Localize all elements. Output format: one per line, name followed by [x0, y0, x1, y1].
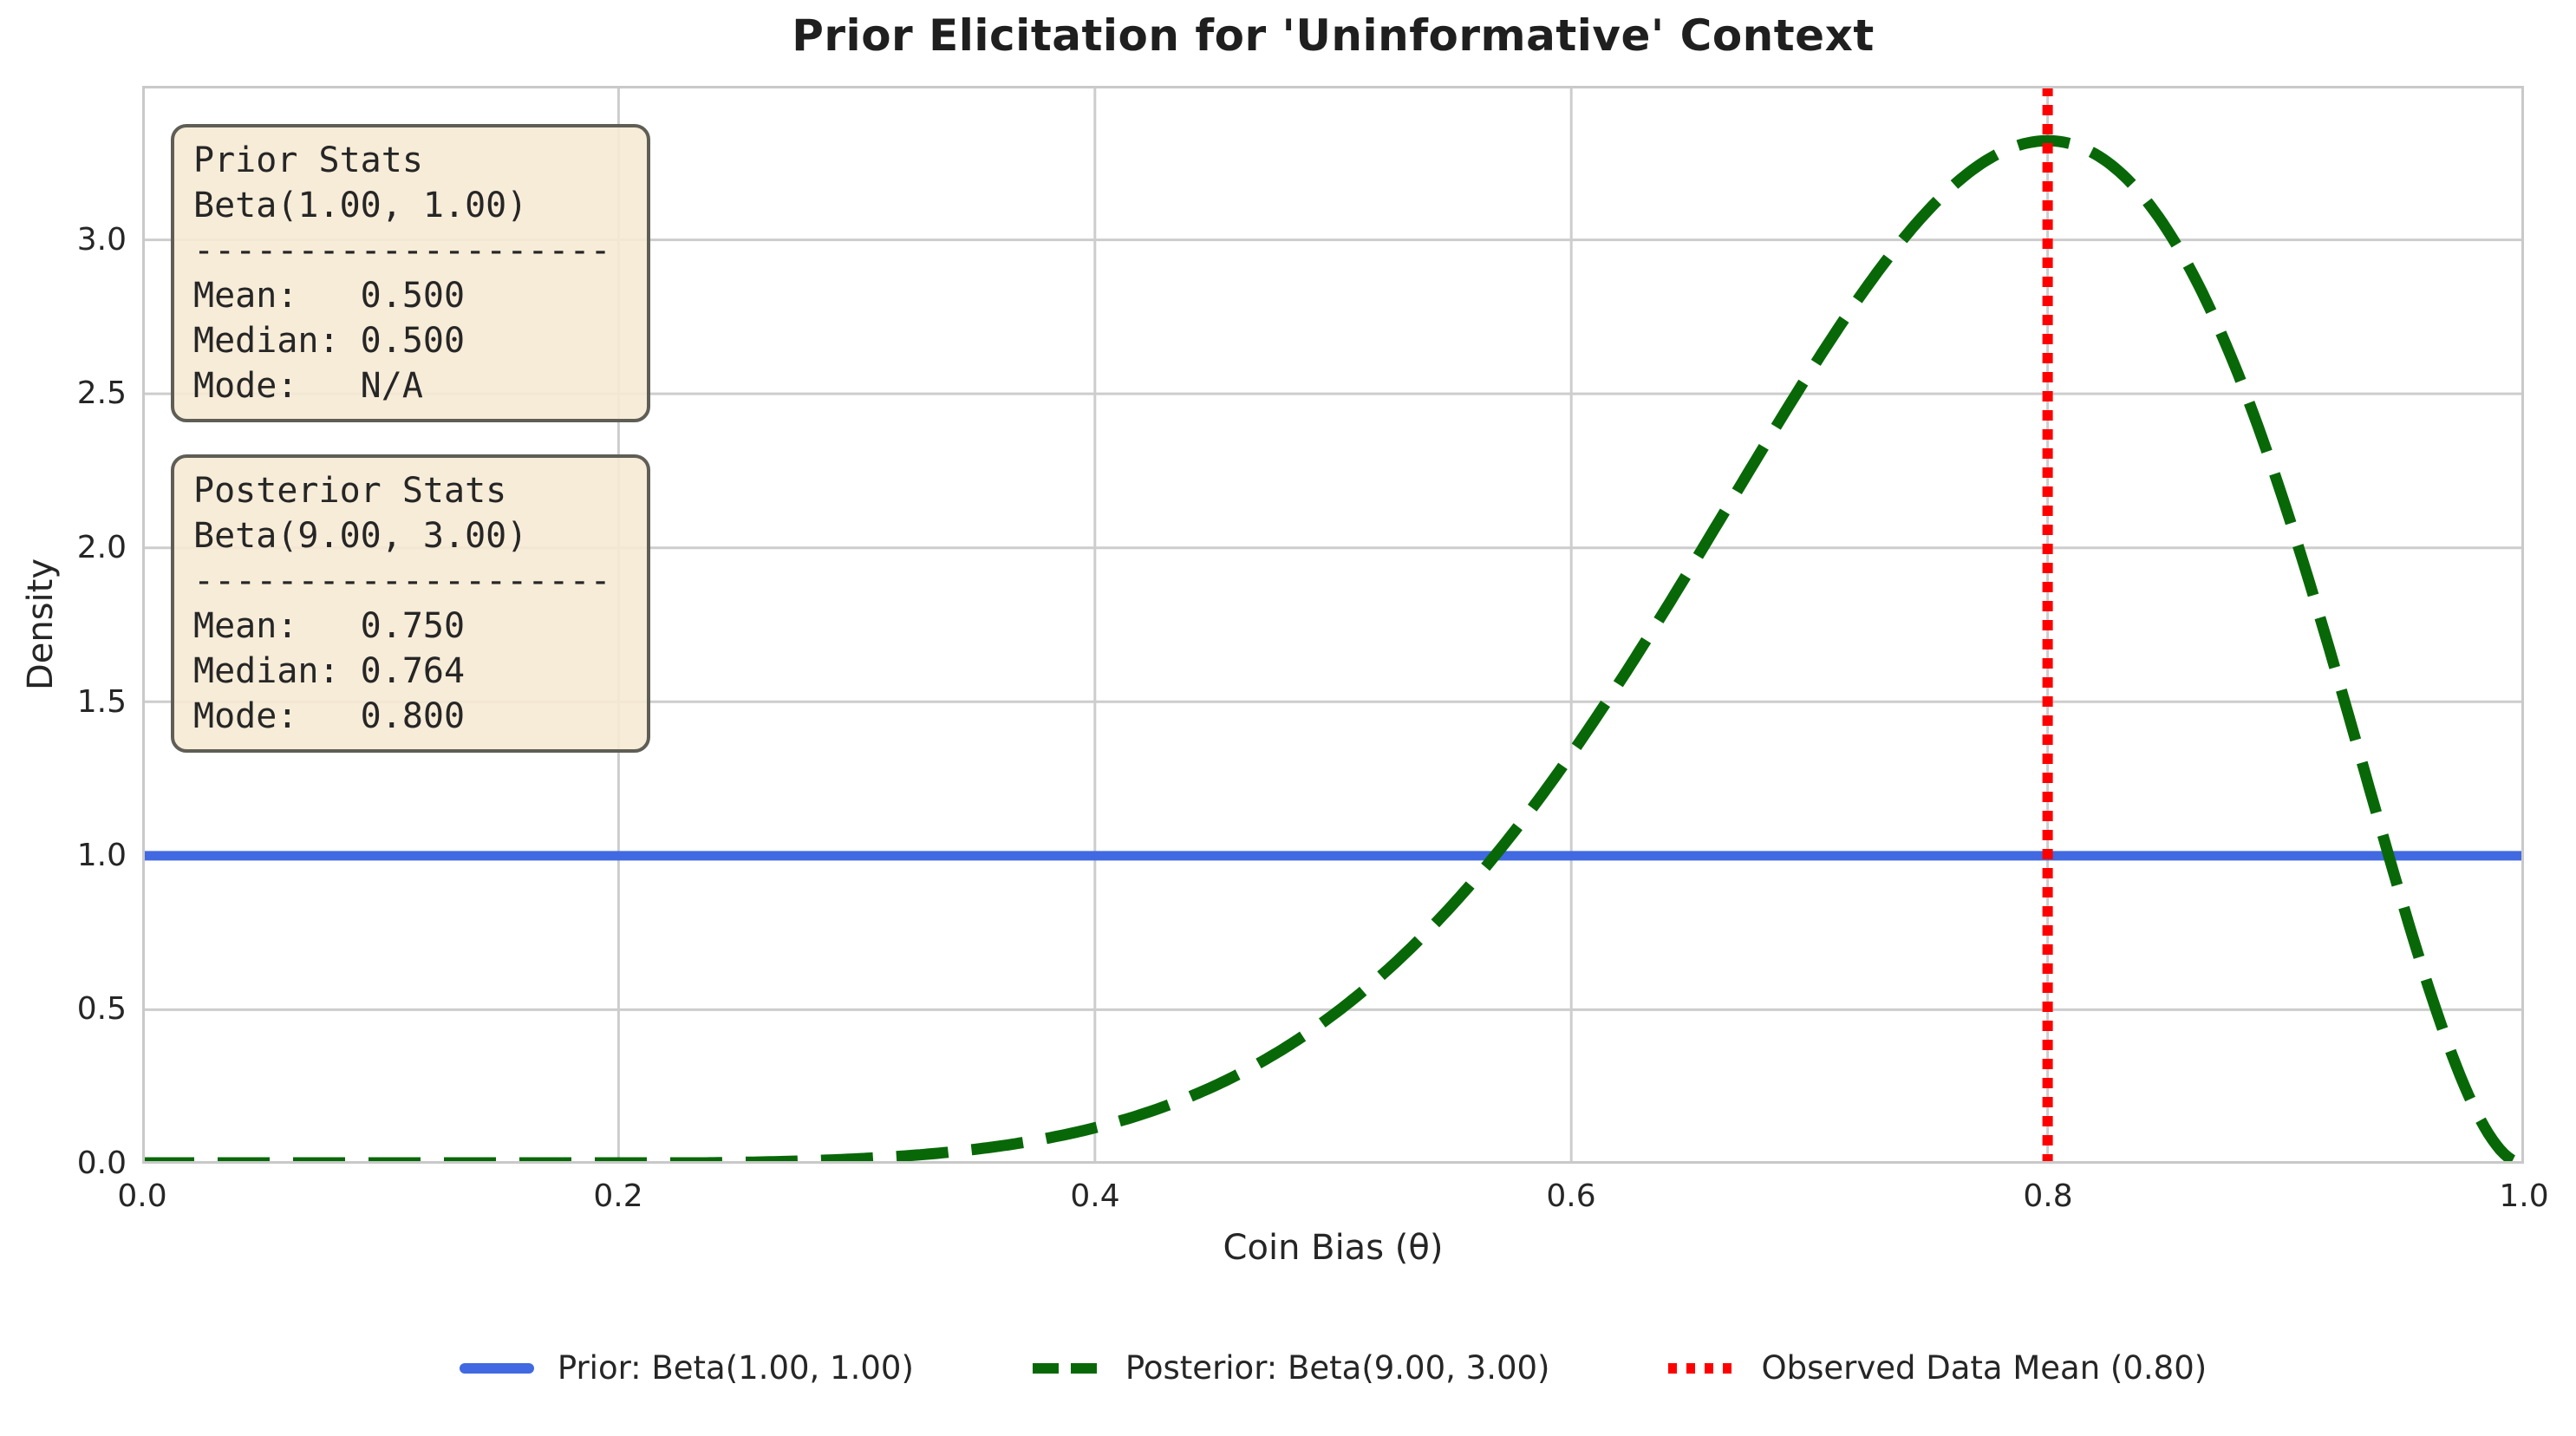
legend-label-observed-mean: Observed Data Mean (0.80)	[1761, 1349, 2208, 1387]
prior-stats-box: Prior Stats Beta(1.00, 1.00) -----------…	[171, 124, 650, 422]
prior-stats-dist: Beta(1.00, 1.00)	[193, 186, 528, 225]
prior-line-swatch-icon	[459, 1362, 534, 1374]
chart-title: Prior Elicitation for 'Uninformative' Co…	[792, 10, 1875, 61]
legend-item-observed-mean: Observed Data Mean (0.80)	[1662, 1349, 2207, 1387]
x-axis-label: Coin Bias (θ)	[1223, 1228, 1444, 1268]
legend-item-prior: Prior: Beta(1.00, 1.00)	[459, 1349, 914, 1387]
plot-area	[142, 86, 2524, 1164]
posterior-line-swatch-icon	[1032, 1362, 1097, 1374]
posterior-stats-dist: Beta(9.00, 3.00)	[193, 516, 528, 556]
x-tick-0.0: 0.0	[117, 1178, 167, 1214]
x-tick-1.0: 1.0	[2499, 1178, 2549, 1214]
y-tick-1.5: 1.5	[76, 684, 127, 720]
x-tick-0.4: 0.4	[1070, 1178, 1120, 1214]
prior-stats-separator: --------------------	[193, 231, 611, 271]
legend-item-posterior: Posterior: Beta(9.00, 3.00)	[1027, 1349, 1550, 1387]
observed-mean-line-swatch-icon	[1668, 1362, 1733, 1374]
posterior-stats-median: Median: 0.764	[193, 651, 466, 691]
posterior-stats-box: Posterior Stats Beta(9.00, 3.00) -------…	[171, 454, 650, 753]
x-tick-0.6: 0.6	[1546, 1178, 1596, 1214]
y-tick-3.0: 3.0	[76, 222, 127, 258]
x-tick-0.2: 0.2	[593, 1178, 643, 1214]
y-axis-label: Density	[21, 558, 61, 691]
y-tick-2.0: 2.0	[76, 530, 127, 565]
legend-label-prior: Prior: Beta(1.00, 1.00)	[557, 1349, 914, 1387]
y-tick-0.0: 0.0	[76, 1146, 127, 1181]
y-tick-1.0: 1.0	[76, 838, 127, 873]
plot-canvas	[142, 86, 2524, 1164]
posterior-stats-title: Posterior Stats	[193, 471, 507, 511]
y-tick-0.5: 0.5	[76, 991, 127, 1027]
x-tick-0.8: 0.8	[2023, 1178, 2073, 1214]
posterior-stats-separator: --------------------	[193, 561, 611, 601]
posterior-stats-mode: Mode: 0.800	[193, 696, 466, 736]
legend: Prior: Beta(1.00, 1.00) Posterior: Beta(…	[89, 1349, 2576, 1387]
y-tick-2.5: 2.5	[76, 375, 127, 411]
posterior-stats-mean: Mean: 0.750	[193, 606, 466, 646]
prior-stats-median: Median: 0.500	[193, 321, 466, 361]
prior-stats-mode: Mode: N/A	[193, 366, 423, 406]
prior-stats-title: Prior Stats	[193, 140, 423, 180]
legend-label-posterior: Posterior: Beta(9.00, 3.00)	[1125, 1349, 1550, 1387]
prior-stats-mean: Mean: 0.500	[193, 276, 466, 316]
